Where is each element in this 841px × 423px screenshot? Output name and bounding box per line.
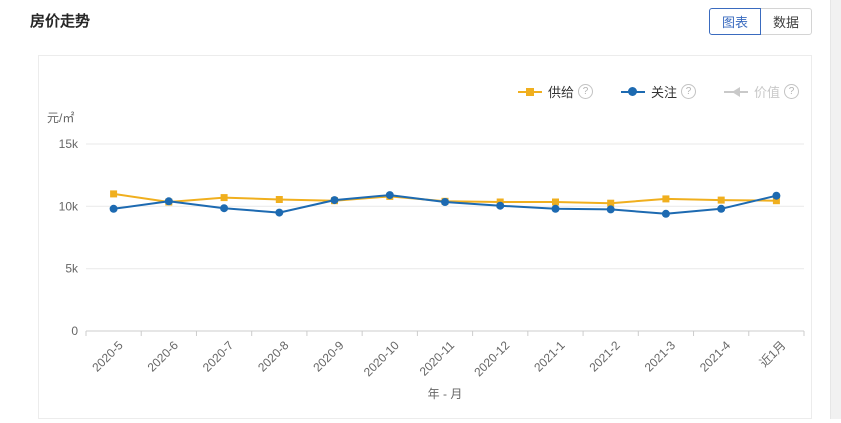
data-point	[109, 204, 118, 213]
data-point	[220, 194, 228, 202]
x-axis-tick-label: 2020-11	[417, 338, 458, 379]
triangle-marker-icon	[723, 86, 748, 98]
x-axis-tick-label: 2020-6	[145, 338, 182, 375]
data-point	[275, 208, 284, 217]
legend-item[interactable]: 价值?	[723, 82, 799, 101]
legend-item[interactable]: 供给?	[517, 82, 593, 101]
y-axis-tick-label: 15k	[59, 137, 79, 151]
help-icon[interactable]: ?	[680, 84, 696, 99]
legend-label: 供给	[547, 85, 574, 100]
x-axis-tick-label: 2021-3	[642, 338, 679, 375]
page-title: 房价走势	[30, 13, 91, 30]
data-point	[772, 191, 781, 200]
data-point	[662, 195, 670, 203]
data-point	[110, 190, 118, 198]
data-point	[717, 204, 726, 213]
data-point	[275, 196, 283, 203]
y-axis-unit-label: 元/㎡	[47, 111, 74, 125]
chart-view-button[interactable]: 图表	[708, 8, 761, 35]
data-point	[441, 198, 449, 206]
x-axis-tick-label: 2021-4	[697, 338, 734, 375]
x-axis-tick-label: 2020-5	[89, 338, 126, 375]
data-point	[607, 199, 615, 207]
x-axis-tick-label: 2020-8	[255, 338, 292, 375]
legend-label: 价值	[753, 85, 780, 100]
square-marker-icon	[517, 86, 542, 98]
data-point	[772, 197, 780, 205]
data-point	[330, 196, 339, 205]
price-trend-chart: 0 5k 10k 15k 元/㎡ 2020-5 2020-6 2020-7 2020-8 2020…	[47, 111, 805, 401]
circle-marker-icon	[620, 86, 645, 98]
help-icon[interactable]: ?	[784, 84, 799, 99]
data-point	[661, 209, 670, 218]
x-axis-tick-label: 2020-9	[310, 338, 347, 375]
y-axis-tick-label: 0	[71, 324, 78, 338]
data-point	[717, 196, 725, 204]
x-axis-tick-label: 近1月	[757, 338, 789, 370]
data-point	[552, 198, 559, 206]
data-point	[385, 191, 394, 200]
data-point	[551, 204, 560, 213]
data-point	[220, 204, 229, 213]
chart-panel: 供给? 关注? 价值? 0 5k 10k 15k 元/㎡ 2020-5 2020-6 2020-7…	[38, 55, 812, 419]
x-axis-tick-label: 2020-10	[361, 338, 402, 379]
x-axis-tick-label: 2020-12	[471, 338, 512, 379]
chart-legend: 供给? 关注? 价值?	[517, 82, 799, 101]
legend-item[interactable]: 关注?	[620, 82, 696, 101]
help-icon[interactable]: ?	[577, 84, 593, 99]
y-axis-tick-label: 10k	[59, 199, 79, 213]
data-point	[496, 201, 505, 210]
x-axis-tick-label: 2020-7	[200, 338, 237, 375]
view-toggle-group: 图表 数据	[708, 8, 812, 35]
legend-label: 关注	[650, 85, 677, 100]
data-view-button[interactable]: 数据	[759, 8, 812, 35]
x-axis-tick-label: 2021-1	[531, 338, 568, 375]
x-axis-title: 年 - 月	[428, 387, 463, 401]
x-axis-tick-label: 2021-2	[586, 338, 623, 375]
data-point	[164, 197, 173, 206]
y-axis-tick-label: 5k	[65, 262, 79, 276]
scrollbar-track[interactable]	[830, 0, 841, 419]
data-point	[606, 205, 615, 214]
